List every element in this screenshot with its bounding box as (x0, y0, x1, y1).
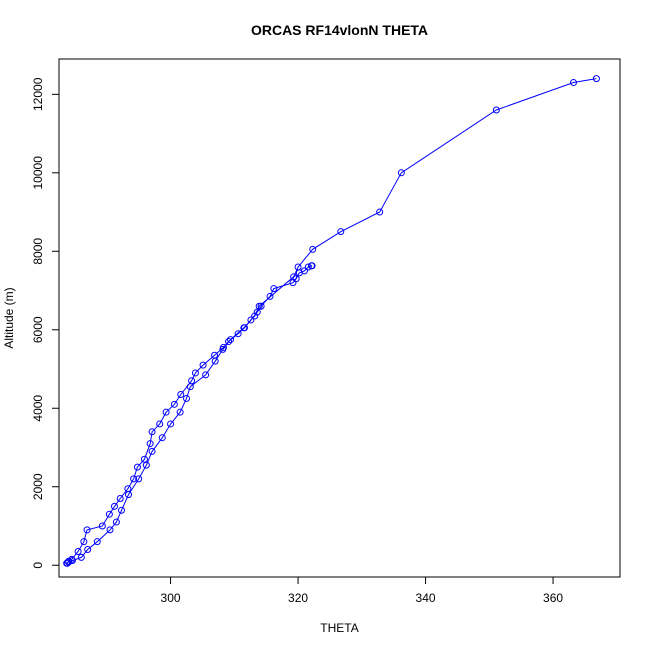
series-2-point (68, 557, 76, 565)
series-2-point (202, 371, 210, 379)
y-tick-label: 10000 (31, 156, 45, 190)
y-tick-label: 6000 (31, 316, 45, 343)
plot-area-frame (58, 58, 621, 578)
series-1-point (257, 302, 265, 310)
series-1-point (146, 440, 154, 448)
series-2-point (93, 538, 101, 546)
y-tick-label: 12000 (31, 77, 45, 111)
series-2-point (240, 324, 248, 332)
series-1-point (130, 475, 138, 483)
series-2-point (376, 208, 384, 216)
series-1-point (156, 420, 164, 428)
series-1-point (133, 463, 141, 471)
y-tick-label: 0 (31, 562, 45, 569)
series-1-point (148, 428, 156, 436)
series-1-point (225, 338, 233, 346)
series-2-point (569, 79, 577, 87)
series-1-point (304, 263, 312, 271)
series-2-point (251, 312, 259, 320)
series-2-point (167, 420, 175, 428)
series-2-line (66, 78, 597, 564)
series-1-point (162, 408, 170, 416)
series-1-point (110, 502, 118, 510)
series-1-point (116, 495, 124, 503)
series-2-point (142, 461, 150, 469)
series-1-point (177, 391, 185, 399)
series-1-point (83, 526, 91, 534)
x-tick-label: 360 (543, 591, 563, 605)
series-1-point (199, 361, 207, 369)
series-2-point (112, 518, 120, 526)
series-1-point (270, 285, 278, 293)
series-2-point (337, 228, 345, 236)
series-2-point (135, 475, 143, 483)
series-1-point (191, 369, 199, 377)
series-2-point (186, 383, 194, 391)
series-2-point (117, 506, 125, 514)
y-tick-label: 8000 (31, 238, 45, 265)
series-2-point (592, 75, 600, 83)
series-layer (63, 75, 600, 567)
series-2-point (294, 263, 302, 271)
series-2-point (211, 357, 219, 365)
series-2-point (183, 394, 190, 402)
series-1-point (300, 267, 308, 275)
y-tick-label: 2000 (31, 473, 45, 500)
series-2-point (290, 273, 298, 281)
series-2-point (226, 336, 234, 344)
series-2-point (309, 245, 317, 253)
series-2-point (219, 345, 227, 353)
series-1-point (308, 262, 316, 270)
y-axis: 0 2000 4000 6000 8000 10000 12000 (31, 77, 60, 569)
series-2-point (176, 408, 184, 416)
series-1-point (98, 522, 106, 530)
x-tick-label: 340 (416, 591, 436, 605)
y-tick-label: 4000 (31, 395, 45, 422)
series-1-point (74, 547, 82, 555)
series-2-point (124, 491, 132, 499)
series-2-point (492, 106, 500, 114)
chart-title: ORCAS RF14vlonN THETA (251, 22, 428, 38)
series-1-line (66, 265, 313, 564)
series-2-point (84, 546, 92, 554)
series-2-point (158, 434, 166, 442)
x-axis: 300 320 340 360 (161, 576, 563, 605)
series-1-point (266, 292, 274, 300)
series-2-point (148, 447, 156, 455)
y-axis-label: Altitude (m) (2, 287, 16, 348)
series-2-point (397, 169, 405, 177)
series-2-point (106, 526, 114, 534)
x-tick-label: 320 (288, 591, 308, 605)
series-2-point (63, 559, 71, 567)
series-2-point (255, 302, 263, 310)
series-2-point (65, 558, 73, 566)
series-1-point (170, 400, 178, 408)
series-2-point (77, 553, 85, 561)
series-1-point (234, 330, 242, 338)
series-1-point (247, 316, 255, 324)
series-1-point (80, 538, 88, 546)
x-tick-label: 300 (161, 591, 181, 605)
series-1-point (105, 510, 113, 518)
x-axis-label: THETA (320, 621, 358, 635)
